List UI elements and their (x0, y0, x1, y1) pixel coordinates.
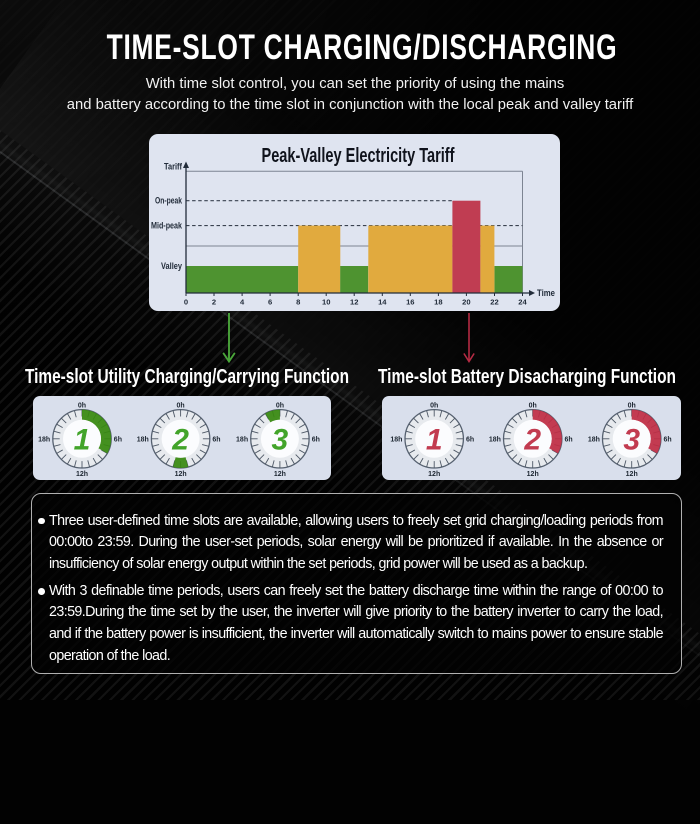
svg-text:12h: 12h (76, 470, 88, 477)
svg-text:6h: 6h (311, 436, 319, 443)
svg-text:Time: Time (537, 288, 555, 298)
svg-text:0: 0 (184, 298, 188, 307)
svg-text:8: 8 (296, 298, 300, 307)
svg-text:Valley: Valley (161, 261, 182, 271)
svg-text:On-peak: On-peak (155, 196, 183, 206)
svg-text:12h: 12h (626, 470, 638, 477)
svg-text:18: 18 (434, 298, 442, 307)
svg-text:1: 1 (426, 423, 443, 456)
svg-text:20: 20 (462, 298, 470, 307)
svg-text:0h: 0h (430, 402, 438, 409)
svg-text:6: 6 (268, 298, 272, 307)
svg-text:12h: 12h (273, 470, 285, 477)
svg-text:2: 2 (171, 423, 189, 456)
svg-text:3: 3 (271, 423, 288, 456)
svg-text:18h: 18h (136, 436, 148, 443)
svg-text:12h: 12h (428, 470, 440, 477)
svg-text:12h: 12h (174, 470, 186, 477)
svg-text:3: 3 (624, 423, 641, 456)
svg-text:4: 4 (240, 298, 245, 307)
svg-text:14: 14 (378, 298, 387, 307)
svg-text:0h: 0h (176, 402, 184, 409)
svg-text:6h: 6h (212, 436, 220, 443)
svg-text:0h: 0h (529, 402, 537, 409)
svg-text:18h: 18h (588, 436, 600, 443)
svg-text:10: 10 (322, 298, 330, 307)
svg-text:22: 22 (490, 298, 498, 307)
svg-text:2: 2 (524, 423, 542, 456)
svg-text:18h: 18h (38, 436, 50, 443)
svg-text:2: 2 (212, 298, 216, 307)
svg-text:16: 16 (406, 298, 414, 307)
svg-text:6h: 6h (664, 436, 672, 443)
svg-text:6h: 6h (113, 436, 121, 443)
svg-text:0h: 0h (78, 402, 86, 409)
svg-text:1: 1 (73, 423, 90, 456)
svg-text:12h: 12h (527, 470, 539, 477)
svg-text:6h: 6h (466, 436, 474, 443)
svg-text:Mid-peak: Mid-peak (151, 221, 183, 231)
svg-text:18h: 18h (391, 436, 403, 443)
svg-text:18h: 18h (489, 436, 501, 443)
svg-text:0h: 0h (628, 402, 636, 409)
svg-text:Tariff: Tariff (164, 162, 183, 172)
svg-text:24: 24 (518, 298, 527, 307)
svg-text:12: 12 (350, 298, 358, 307)
svg-text:0h: 0h (275, 402, 283, 409)
svg-text:18h: 18h (236, 436, 248, 443)
svg-text:Peak-Valley Electricity Tariff: Peak-Valley Electricity Tariff (262, 145, 455, 167)
svg-text:6h: 6h (565, 436, 573, 443)
